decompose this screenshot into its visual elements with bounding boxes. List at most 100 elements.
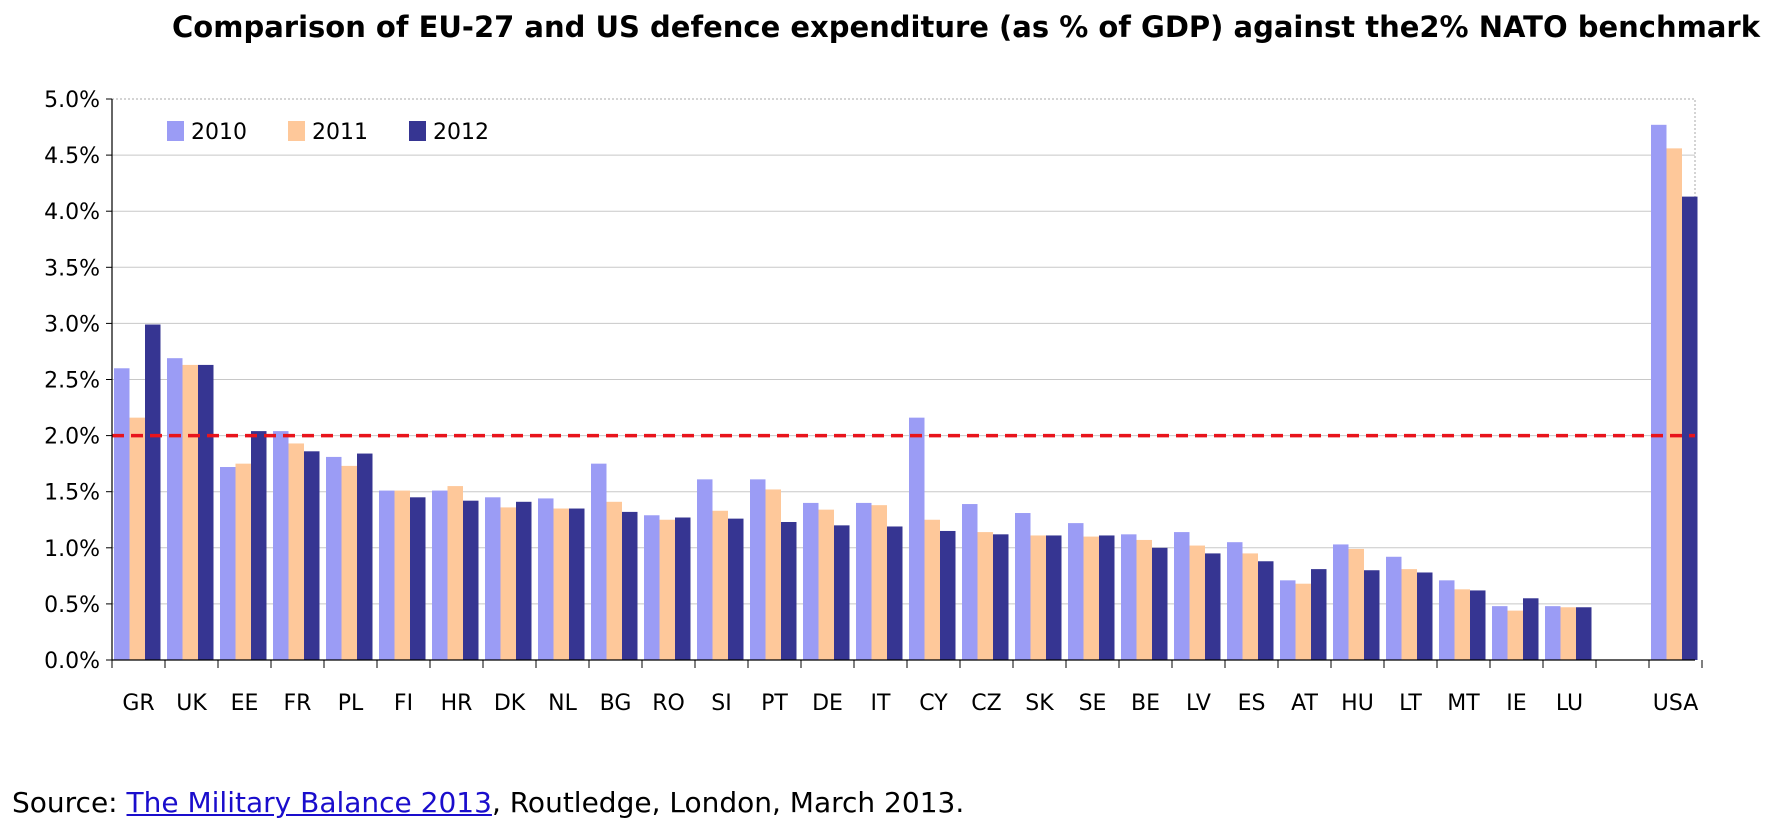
x-tick-label: MT: [1447, 691, 1480, 716]
bar-2011-PL: [341, 465, 357, 660]
x-tick-label: FR: [284, 691, 312, 716]
source-suffix: , Routledge, London, March 2013.: [491, 786, 965, 819]
bar-2011-BE: [1136, 539, 1152, 660]
bar-2010-IT: [856, 502, 872, 660]
legend-label-2010: 2010: [191, 120, 247, 145]
bar-2010-FR: [273, 431, 289, 660]
x-tick-label: LT: [1399, 691, 1422, 716]
x-tick-label: GR: [122, 691, 154, 716]
bar-2010-HR: [432, 490, 448, 660]
bar-2012-BG: [622, 511, 638, 660]
bar-2010-PL: [326, 456, 342, 660]
bar-2011-LV: [1189, 545, 1205, 660]
x-tick-label: DK: [494, 691, 526, 716]
bar-2010-LV: [1174, 532, 1190, 660]
bar-2011-DE: [818, 509, 834, 660]
bar-2010-LT: [1386, 556, 1402, 660]
bar-2010-HU: [1333, 544, 1349, 660]
bar-2012-HR: [463, 500, 479, 660]
bar-2011-CZ: [977, 532, 993, 660]
bar-2012-AT: [1311, 569, 1327, 660]
bar-2012-CY: [940, 530, 956, 660]
bar-2012-SK: [1046, 535, 1062, 660]
bar-2012-FI: [410, 497, 426, 660]
bar-2011-SI: [712, 510, 728, 660]
legend-swatch-2012: [409, 121, 426, 141]
bar-2011-PT: [765, 489, 781, 660]
bar-2012-LU: [1576, 607, 1592, 660]
bar-2011-CY: [924, 519, 940, 660]
bar-2011-HR: [447, 486, 463, 660]
bar-2010-DE: [803, 502, 819, 660]
bar-2010-SK: [1015, 513, 1031, 660]
bar-2012-FR: [304, 451, 320, 660]
y-tick-label: 0.5%: [44, 593, 100, 618]
bar-2012-EE: [251, 431, 267, 660]
bar-2012-DK: [516, 501, 532, 660]
x-tick-label: PL: [338, 691, 364, 716]
x-tick-label: AT: [1291, 691, 1318, 716]
x-tick-label: PT: [761, 691, 788, 716]
x-tick-label: SE: [1079, 691, 1107, 716]
bar-2012-SE: [1099, 535, 1115, 660]
legend-swatch-2010: [167, 121, 184, 141]
bar-2012-UK: [198, 364, 214, 660]
x-tick-label: RO: [652, 691, 685, 716]
bar-2011-IT: [871, 505, 887, 660]
x-tick-label: BE: [1131, 691, 1160, 716]
x-tick-label: LV: [1186, 691, 1211, 716]
bar-2012-IE: [1523, 598, 1539, 660]
bar-2010-UK: [167, 358, 183, 660]
bar-2010-ES: [1227, 542, 1243, 660]
bar-2010-SE: [1068, 523, 1084, 660]
bar-2012-GR: [145, 324, 161, 660]
source-note: Source: The Military Balance 2013, Routl…: [12, 786, 964, 819]
y-tick-label: 3.0%: [44, 312, 100, 337]
bar-2011-ES: [1242, 553, 1258, 660]
bar-2011-MT: [1454, 589, 1470, 660]
bar-2012-NL: [569, 508, 585, 660]
bar-2012-PT: [781, 521, 797, 660]
y-tick-label: 4.5%: [44, 144, 100, 169]
x-tick-label: ES: [1238, 691, 1266, 716]
bar-2010-EE: [220, 467, 236, 660]
bar-2010-MT: [1439, 580, 1455, 660]
bar-2011-FI: [394, 490, 410, 660]
bar-2010-BG: [591, 463, 607, 660]
bar-2012-PL: [357, 453, 373, 660]
legend-swatch-2011: [288, 121, 305, 141]
x-tick-label: USA: [1653, 691, 1699, 716]
x-tick-label: SK: [1025, 691, 1054, 716]
bar-2012-LV: [1205, 553, 1221, 660]
bar-2012-LT: [1417, 572, 1433, 660]
bar-2010-BE: [1121, 534, 1137, 660]
x-tick-label: CZ: [971, 691, 1001, 716]
x-tick-label: HU: [1341, 691, 1374, 716]
bar-2010-PT: [750, 479, 766, 660]
x-tick-label: UK: [176, 691, 207, 716]
bar-2010-SI: [697, 479, 713, 660]
x-tick-label: SI: [711, 691, 731, 716]
x-tick-label: DE: [812, 691, 843, 716]
y-tick-label: 1.0%: [44, 537, 100, 562]
x-tick-label: EE: [231, 691, 259, 716]
source-link[interactable]: The Military Balance 2013: [126, 786, 492, 819]
y-tick-label: 5.0%: [44, 88, 100, 113]
legend-label-2011: 2011: [312, 120, 368, 145]
bar-2011-FR: [288, 443, 304, 660]
bar-2012-ES: [1258, 561, 1274, 660]
x-tick-label: BG: [600, 691, 632, 716]
x-tick-label: LU: [1556, 691, 1583, 716]
bar-2010-LU: [1545, 606, 1561, 660]
bar-2012-DE: [834, 525, 850, 660]
bar-2011-SK: [1030, 535, 1046, 660]
bar-2010-CY: [909, 417, 925, 660]
y-tick-label: 1.5%: [44, 481, 100, 506]
x-tick-label: HR: [441, 691, 473, 716]
bar-2012-RO: [675, 517, 691, 660]
x-tick-label: CY: [919, 691, 948, 716]
bar-2011-LT: [1401, 569, 1417, 660]
y-tick-label: 4.0%: [44, 200, 100, 225]
y-tick-label: 3.5%: [44, 256, 100, 281]
